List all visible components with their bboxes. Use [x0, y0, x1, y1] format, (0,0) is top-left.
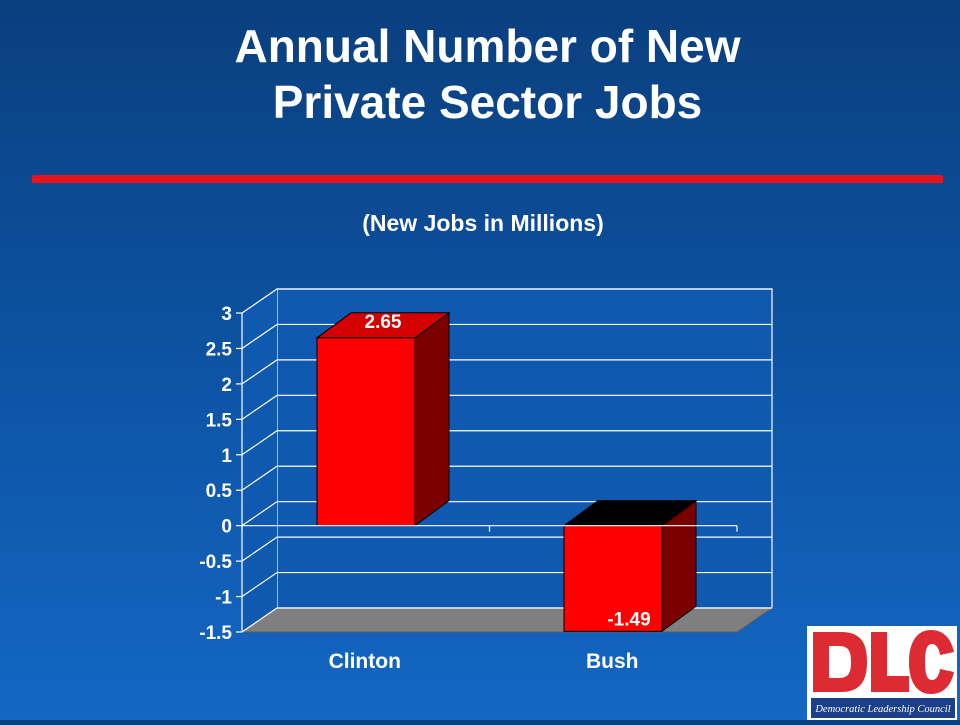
x-tick-label: Bush: [586, 650, 639, 673]
dlc-logo: Democratic Leadership Council: [807, 626, 957, 720]
gridline: [241, 465, 772, 491]
dlc-logo-letters: [813, 630, 954, 694]
y-tick-label: 1.5: [206, 410, 233, 431]
y-tick-label: -1: [215, 588, 232, 609]
gridline: [241, 323, 772, 349]
chart-bars: [315, 311, 698, 633]
gridline: [241, 288, 772, 314]
y-tick-label: 1: [221, 446, 232, 467]
y-tick-label: 0: [221, 517, 232, 538]
title-divider: [32, 175, 943, 183]
dlc-logo-tagline: Democratic Leadership Council: [814, 704, 950, 715]
slide-title: Annual Number of New Private Sector Jobs: [0, 18, 960, 130]
x-tick-label: Clinton: [329, 650, 401, 673]
y-tick-label: -0.5: [199, 552, 232, 573]
gridline: [241, 394, 772, 420]
y-tick-label: -1.5: [199, 623, 232, 644]
y-tick-label: 0.5: [206, 481, 233, 502]
chart-floor: [240, 607, 774, 633]
chart-gridlines: [241, 288, 772, 633]
y-tick-label: 2: [221, 375, 232, 396]
gridline: [241, 359, 772, 385]
data-label: 2.65: [365, 312, 402, 333]
chart-side-wall: [242, 289, 277, 632]
bar: [316, 337, 416, 527]
data-labels: 2.65 -1.49: [365, 312, 651, 630]
slide-title-line-2: Private Sector Jobs: [272, 76, 703, 129]
y-axis-ticks: 3 2.5 2 1.5 1 0.5 0 -0.5 -1 -1.5: [199, 304, 243, 644]
gridline: [241, 430, 772, 456]
bar-side-face: [414, 311, 450, 527]
x-axis-ticks: Clinton Bush: [241, 525, 738, 673]
y-tick-label: 3: [221, 304, 232, 325]
chart-subtitle: (New Jobs in Millions): [362, 210, 604, 236]
y-tick-label: 2.5: [206, 339, 233, 360]
slide-title-line-1: Annual Number of New: [234, 20, 741, 72]
data-label: -1.49: [607, 609, 650, 630]
